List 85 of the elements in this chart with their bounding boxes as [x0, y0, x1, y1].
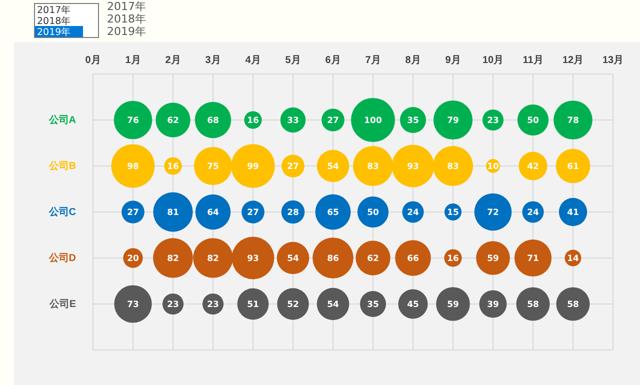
x-tick-label: 2月 — [165, 55, 181, 66]
annotation: 73 — [127, 300, 139, 310]
annotation: 24 — [407, 208, 419, 218]
annotation: 41 — [567, 208, 579, 218]
annotation: 86 — [327, 254, 339, 264]
annotation: 61 — [567, 162, 579, 172]
annotation: 50 — [527, 116, 539, 126]
annotation: 78 — [567, 116, 579, 126]
annotation: 39 — [487, 300, 499, 310]
annotation: 58 — [567, 300, 579, 310]
annotation: 93 — [247, 254, 259, 264]
x-tick-label: 4月 — [245, 55, 261, 66]
annotation: 51 — [247, 300, 259, 310]
annotation: 64 — [207, 208, 219, 218]
annotation: 16 — [447, 254, 459, 264]
annotation: 54 — [327, 162, 339, 172]
text: 2017年 — [107, 0, 146, 13]
annotation: 45 — [407, 300, 419, 310]
annotation: 23 — [167, 300, 179, 310]
annotation: 82 — [207, 254, 219, 264]
x-tick-label: 9月 — [445, 55, 461, 66]
annotation: 83 — [367, 162, 379, 172]
annotation: 62 — [167, 116, 179, 126]
annotation: 98 — [127, 162, 139, 172]
text: 2019年 — [37, 27, 72, 38]
annotation: 58 — [527, 300, 539, 310]
y-tick-label: 公司E — [48, 298, 76, 310]
annotation: 35 — [407, 116, 419, 126]
annotation: 79 — [447, 116, 459, 126]
annotation: 81 — [167, 208, 179, 218]
annotation: 93 — [407, 162, 419, 172]
annotation: 100 — [364, 116, 382, 126]
annotation: 72 — [487, 208, 499, 218]
text: 2019年 — [107, 25, 146, 38]
annotation: 23 — [207, 300, 219, 310]
y-tick-label: 公司C — [48, 206, 76, 218]
annotation: 66 — [407, 254, 419, 264]
annotation: 27 — [327, 116, 339, 126]
x-tick-label: 8月 — [405, 55, 421, 66]
annotation: 76 — [127, 116, 139, 126]
x-tick-label: 13月 — [602, 55, 624, 66]
annotation: 15 — [447, 208, 459, 218]
annotation: 54 — [327, 300, 339, 310]
annotation: 50 — [367, 208, 379, 218]
x-tick-label: 10月 — [482, 55, 504, 66]
annotation: 27 — [287, 162, 299, 172]
x-tick-label: 5月 — [285, 55, 301, 66]
annotation: 20 — [127, 254, 139, 264]
annotation: 59 — [447, 300, 459, 310]
x-tick-label: 12月 — [562, 55, 584, 66]
annotation: 54 — [287, 254, 299, 264]
annotation: 16 — [167, 162, 179, 172]
annotation: 59 — [487, 254, 499, 264]
annotation: 33 — [287, 116, 299, 126]
x-tick-label: 11月 — [522, 55, 544, 66]
annotation: 35 — [367, 300, 379, 310]
x-tick-label: 6月 — [325, 55, 341, 66]
x-tick-label: 0月 — [85, 55, 101, 66]
annotation: 16 — [247, 116, 259, 126]
annotation: 28 — [287, 208, 299, 218]
y-tick-label: 公司B — [48, 160, 76, 172]
annotation: 83 — [447, 162, 459, 172]
annotation: 42 — [527, 162, 539, 172]
annotation: 71 — [527, 254, 539, 264]
annotation: 14 — [567, 254, 579, 264]
y-tick-label: 公司A — [48, 114, 76, 126]
y-tick-label: 公司D — [48, 252, 76, 264]
x-tick-label: 7月 — [365, 55, 381, 66]
annotation: 65 — [327, 208, 339, 218]
annotation: 52 — [287, 300, 299, 310]
annotation: 23 — [487, 116, 499, 126]
annotation: 10 — [487, 162, 499, 172]
x-tick-label: 3月 — [205, 55, 221, 66]
annotation: 62 — [367, 254, 379, 264]
annotation: 27 — [127, 208, 139, 218]
annotation: 24 — [527, 208, 539, 218]
annotation: 75 — [207, 162, 219, 172]
x-tick-label: 1月 — [125, 55, 141, 66]
text: 2018年 — [37, 16, 72, 27]
text: 2017年 — [37, 5, 72, 16]
annotation: 68 — [207, 116, 219, 126]
annotation: 82 — [167, 254, 179, 264]
text: 2018年 — [107, 12, 146, 26]
annotation: 27 — [247, 208, 259, 218]
annotation: 99 — [247, 162, 259, 172]
